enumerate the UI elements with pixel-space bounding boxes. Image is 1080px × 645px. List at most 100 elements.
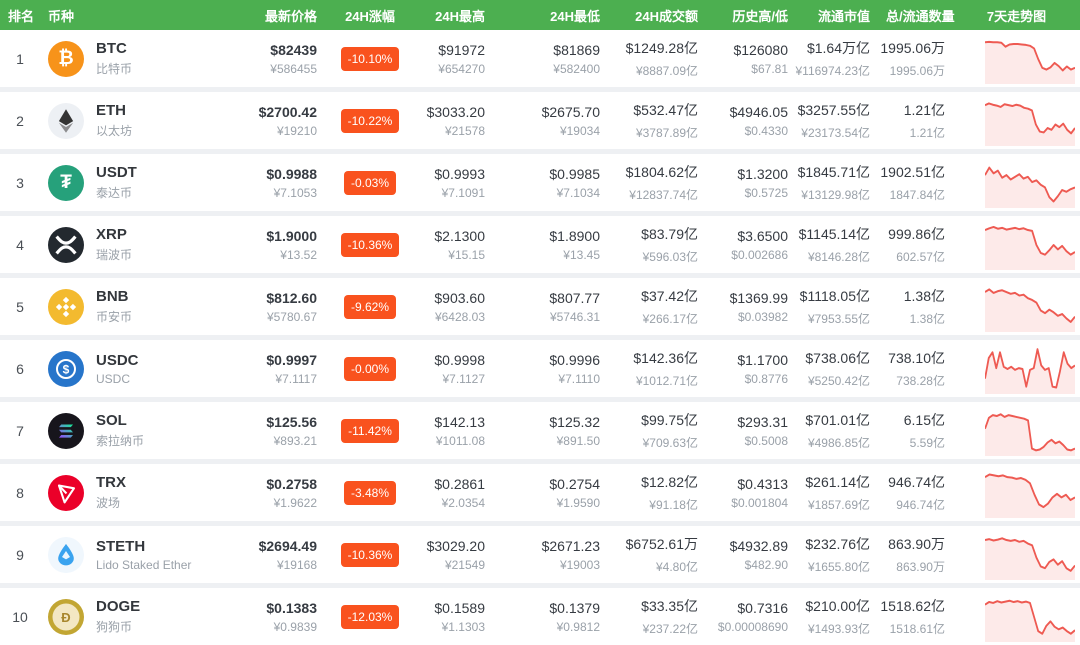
low-cny: ¥19034 bbox=[559, 123, 600, 138]
high-usd: $0.1589 bbox=[434, 599, 485, 616]
table-row[interactable]: 9 STETH Lido Staked Ether $2694.49 ¥19168 -1… bbox=[0, 526, 1080, 583]
price-usd: $0.1383 bbox=[266, 599, 317, 616]
hist-high: $293.31 bbox=[737, 413, 788, 430]
chart-cell bbox=[953, 96, 1080, 146]
coin-cell[interactable]: ETH 以太坊 bbox=[40, 102, 250, 139]
price-cny: ¥5780.67 bbox=[266, 309, 317, 324]
price-usd: $1.9000 bbox=[266, 227, 317, 244]
sparkline-chart bbox=[985, 40, 1075, 84]
coin-cell[interactable]: Ð DOGE 狗狗币 bbox=[40, 598, 250, 635]
volume-cny: ¥709.63亿 bbox=[642, 436, 698, 450]
hist-low: $0.03982 bbox=[737, 309, 788, 324]
mcap-cell: $3257.55亿 ¥23173.54亿 bbox=[796, 100, 878, 141]
low-cell: $2671.23 ¥19003 bbox=[493, 538, 608, 572]
high-cell: $3033.20 ¥21578 bbox=[415, 104, 493, 138]
coin-cell[interactable]: ₿ BTC 比特币 bbox=[40, 40, 250, 77]
change-cell: -3.48% bbox=[325, 480, 415, 505]
table-row[interactable]: 6 $ USDC USDC $0.9997 ¥7.1117 -0.00% $0.9998 ¥7… bbox=[0, 340, 1080, 397]
volume-usd: $12.82亿 bbox=[641, 474, 698, 490]
table-row[interactable]: 10 Ð DOGE 狗狗币 $0.1383 ¥0.9839 -12.03% $0.1589 ¥… bbox=[0, 588, 1080, 645]
supply-cell: 738.10亿 738.28亿 bbox=[878, 348, 953, 389]
price-cell: $125.56 ¥893.21 bbox=[250, 414, 325, 448]
high-cny: ¥7.1127 bbox=[442, 371, 486, 386]
high-usd: $142.13 bbox=[434, 413, 485, 430]
table-row[interactable]: 5 BNB 币安币 $812.60 ¥5780.67 -9.62% $903.60 ¥642… bbox=[0, 278, 1080, 335]
chart-cell bbox=[953, 406, 1080, 456]
mcap-usd: $210.00亿 bbox=[805, 598, 870, 614]
coin-names: ETH 以太坊 bbox=[96, 102, 132, 139]
coin-cell[interactable]: TRX 波场 bbox=[40, 474, 250, 511]
price-cell: $2700.42 ¥19210 bbox=[250, 104, 325, 138]
coin-cell[interactable]: ₮ USDT 泰达币 bbox=[40, 164, 250, 201]
volume-cell: $83.79亿 ¥596.03亿 bbox=[608, 224, 706, 265]
mcap-cell: $232.76亿 ¥1655.80亿 bbox=[796, 534, 878, 575]
coin-name: 瑞波币 bbox=[96, 248, 133, 262]
history-cell: $1.1700 $0.8776 bbox=[706, 352, 796, 386]
volume-cny: ¥237.22亿 bbox=[642, 622, 698, 636]
coin-symbol: USDC bbox=[96, 351, 139, 369]
table-row[interactable]: 1 ₿ BTC 比特币 $82439 ¥586455 -10.10% $91972 ¥65427… bbox=[0, 30, 1080, 87]
low-cell: $2675.70 ¥19034 bbox=[493, 104, 608, 138]
sol-icon bbox=[48, 412, 84, 449]
supply-cell: 1995.06万 1995.06万 bbox=[878, 38, 953, 79]
volume-usd: $6752.61万 bbox=[625, 536, 698, 552]
coin-name: 以太坊 bbox=[96, 124, 133, 138]
price-usd: $2694.49 bbox=[258, 537, 317, 554]
price-cny: ¥7.1117 bbox=[275, 371, 317, 386]
coin-cell[interactable]: $ USDC USDC bbox=[40, 350, 250, 387]
coin-cell[interactable]: STETH Lido Staked Ether bbox=[40, 536, 250, 573]
price-usd: $0.2758 bbox=[266, 475, 317, 492]
coin-names: BNB 币安币 bbox=[96, 288, 132, 325]
mcap-cny: ¥1857.69亿 bbox=[807, 498, 870, 512]
mcap-cny: ¥8146.28亿 bbox=[807, 250, 870, 264]
change-badge: -12.03% bbox=[340, 604, 400, 629]
price-cell: $82439 ¥586455 bbox=[250, 42, 325, 76]
chart-cell bbox=[953, 220, 1080, 270]
mcap-cny: ¥116974.23亿 bbox=[795, 64, 870, 78]
history-cell: $0.4313 $0.001804 bbox=[706, 476, 796, 510]
table-row[interactable]: 3 ₮ USDT 泰达币 $0.9988 ¥7.1053 -0.03% $0.9993 ¥7.1… bbox=[0, 154, 1080, 211]
high-cny: ¥1011.08 bbox=[435, 433, 485, 448]
change-badge: -10.22% bbox=[340, 108, 400, 133]
high-cell: $2.1300 ¥15.15 bbox=[415, 228, 493, 262]
mcap-usd: $1845.71亿 bbox=[797, 164, 870, 180]
usdc-icon: $ bbox=[48, 350, 84, 387]
column-header-volume: 24H成交额 bbox=[635, 8, 698, 24]
xrp-icon bbox=[48, 226, 84, 263]
price-cell: $0.2758 ¥1.9622 bbox=[250, 476, 325, 510]
change-badge: -10.10% bbox=[340, 46, 400, 71]
coin-symbol: TRX bbox=[96, 474, 126, 491]
chart-cell bbox=[953, 34, 1080, 84]
history-cell: $293.31 $0.5008 bbox=[706, 414, 796, 448]
volume-cell: $33.35亿 ¥237.22亿 bbox=[608, 596, 706, 637]
coin-cell[interactable]: BNB 币安币 bbox=[40, 288, 250, 325]
table-row[interactable]: 7 SOL 索拉纳币 $125.56 ¥893.21 -11.42% $142.13 ¥10… bbox=[0, 402, 1080, 459]
coin-symbol: XRP bbox=[96, 226, 127, 243]
mcap-usd: $261.14亿 bbox=[805, 474, 870, 490]
mcap-usd: $738.06亿 bbox=[805, 350, 870, 366]
coin-symbol: SOL bbox=[96, 412, 127, 429]
high-cell: $0.9998 ¥7.1127 bbox=[415, 352, 493, 386]
low-usd: $125.32 bbox=[549, 413, 600, 430]
volume-cny: ¥8887.09亿 bbox=[635, 64, 698, 78]
supply-circulating: 1847.84亿 bbox=[889, 188, 945, 202]
hist-low: $482.90 bbox=[744, 557, 788, 572]
hist-low: $0.8776 bbox=[744, 371, 788, 386]
sparkline-chart bbox=[985, 347, 1075, 394]
mcap-usd: $232.76亿 bbox=[805, 536, 870, 552]
volume-cell: $1804.62亿 ¥12837.74亿 bbox=[608, 162, 706, 203]
table-row[interactable]: 4 XRP 瑞波币 $1.9000 ¥13.52 -10.36% $2.1300 ¥15.1… bbox=[0, 216, 1080, 273]
coin-cell[interactable]: XRP 瑞波币 bbox=[40, 226, 250, 263]
coin-symbol: BTC bbox=[96, 40, 127, 57]
volume-cell: $532.47亿 ¥3787.89亿 bbox=[608, 100, 706, 141]
sparkline-chart bbox=[985, 101, 1075, 146]
coin-cell[interactable]: SOL 索拉纳币 bbox=[40, 412, 250, 449]
sparkline-chart bbox=[985, 412, 1075, 456]
coin-name: 币安币 bbox=[96, 310, 133, 324]
rank-cell: 3 bbox=[16, 174, 24, 191]
low-cell: $807.77 ¥5746.31 bbox=[493, 290, 608, 324]
table-row[interactable]: 8 TRX 波场 $0.2758 ¥1.9622 -3.48% $0.2861 ¥2.035… bbox=[0, 464, 1080, 521]
table-row[interactable]: 2 ETH 以太坊 $2700.42 ¥19210 -10.22% $3033.20 ¥21… bbox=[0, 92, 1080, 149]
coin-name: 索拉纳币 bbox=[96, 434, 145, 448]
